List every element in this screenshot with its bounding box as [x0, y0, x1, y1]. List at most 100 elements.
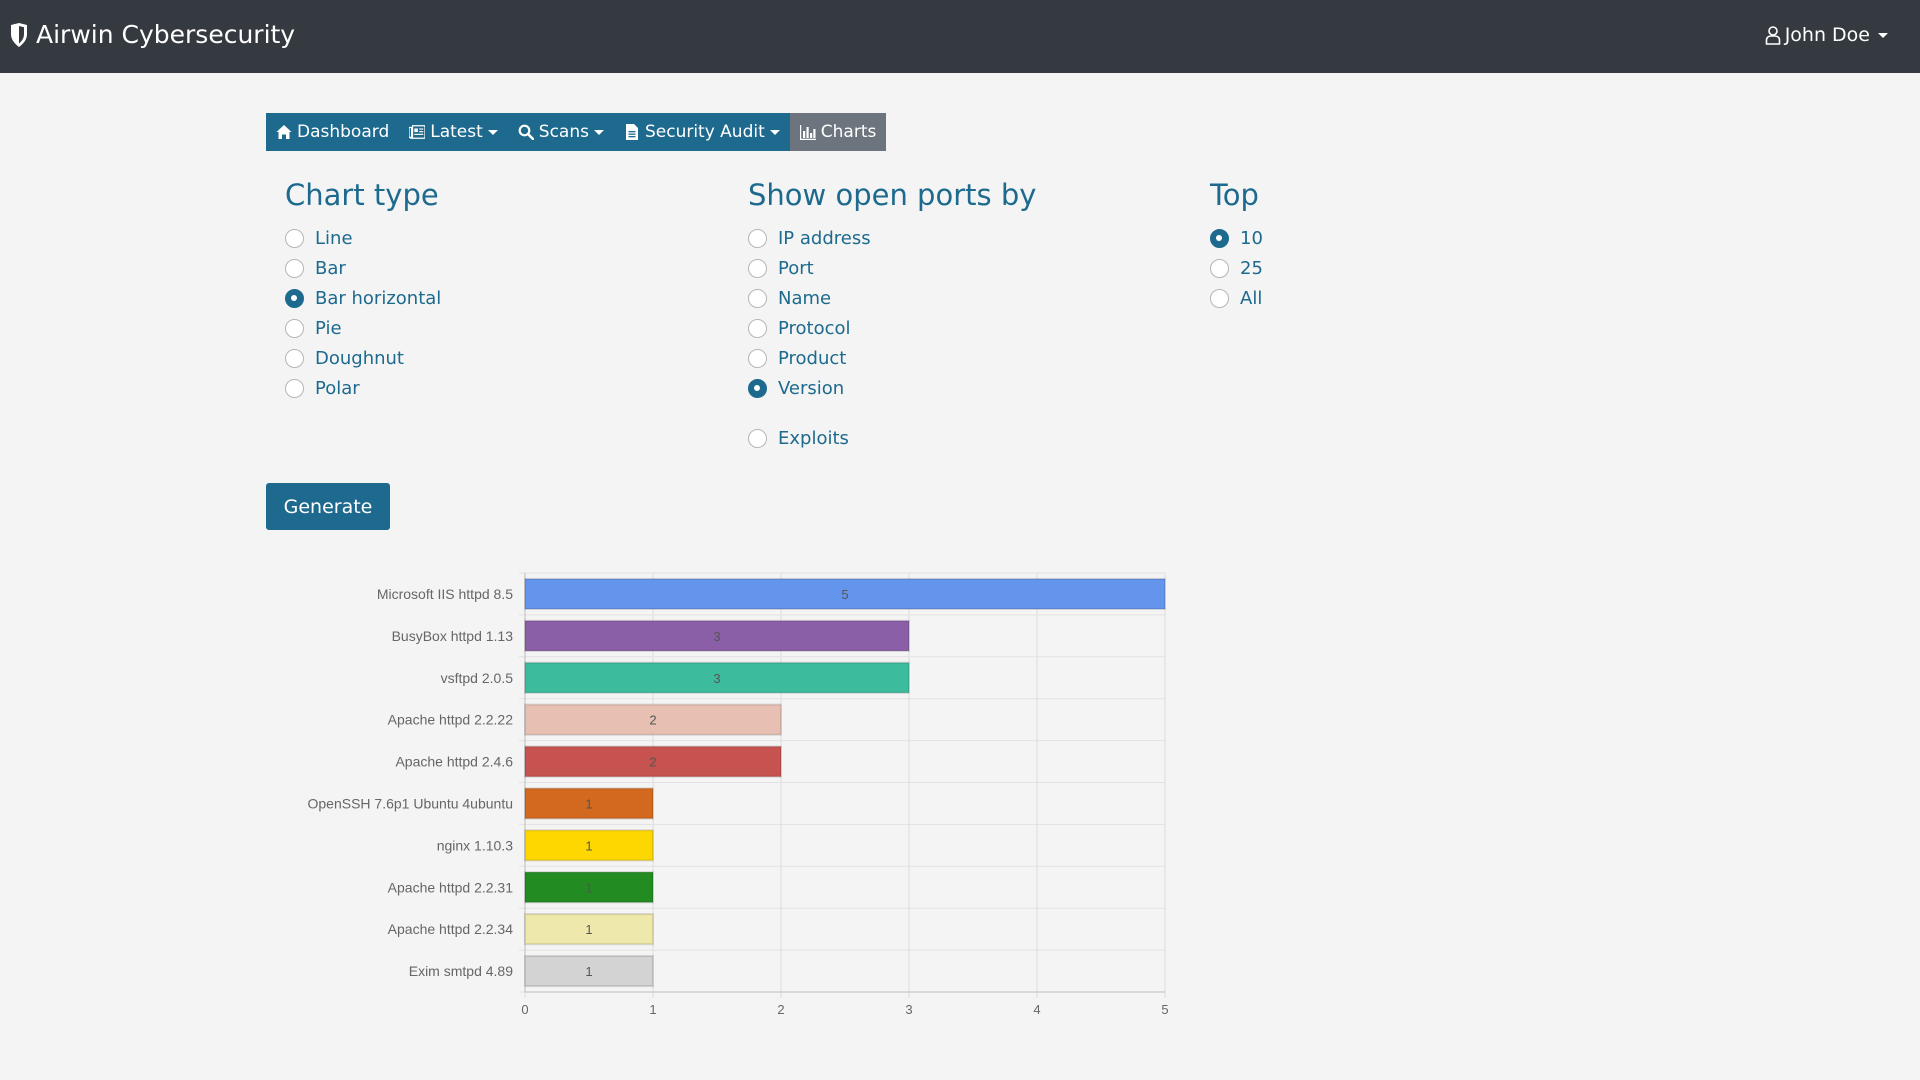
radio-button[interactable] — [748, 429, 767, 448]
radio-button[interactable] — [748, 289, 767, 308]
radio-button[interactable] — [285, 319, 304, 338]
radio-label: Version — [778, 378, 845, 399]
bar-value-label: 3 — [713, 671, 720, 686]
bar-chart-icon — [799, 125, 816, 140]
bar-value-label: 2 — [649, 713, 656, 728]
nav-security-audit-label: Security Audit — [644, 122, 765, 142]
chart-type-option-bar[interactable]: Bar — [285, 258, 346, 279]
chevron-down-icon — [1878, 32, 1888, 38]
user-menu[interactable]: John Doe — [1765, 24, 1888, 46]
top-option-10[interactable]: 10 — [1210, 228, 1263, 249]
nav-dashboard-label: Dashboard — [297, 122, 390, 142]
bar — [524, 787, 654, 820]
y-tick-label: Apache httpd 2.2.31 — [388, 879, 514, 895]
radio-label: Bar horizontal — [315, 288, 442, 309]
radio-label: 10 — [1240, 228, 1263, 249]
nav-latest-label: Latest — [430, 122, 483, 142]
chart-type-option-doughnut[interactable]: Doughnut — [285, 348, 404, 369]
nav-latest[interactable]: Latest — [399, 113, 508, 151]
bar-value-label: 2 — [649, 755, 656, 770]
x-tick-label: 1 — [649, 1002, 656, 1017]
chart-type-option-bar-horizontal[interactable]: Bar horizontal — [285, 288, 441, 309]
radio-button[interactable] — [748, 349, 767, 368]
radio-button[interactable] — [285, 229, 304, 248]
y-tick-label: nginx 1.10.3 — [437, 837, 513, 853]
radio-button[interactable] — [285, 349, 304, 368]
radio-button[interactable] — [285, 259, 304, 278]
nav-charts-label: Charts — [820, 122, 877, 142]
document-icon — [625, 124, 638, 140]
radio-button[interactable] — [748, 229, 767, 248]
x-tick-label: 3 — [905, 1002, 912, 1017]
bar — [524, 913, 654, 946]
radio-button[interactable] — [1210, 259, 1229, 278]
y-tick-label: Apache httpd 2.2.34 — [388, 921, 514, 937]
radio-button[interactable] — [748, 259, 767, 278]
y-tick-label: Exim smtpd 4.89 — [409, 963, 513, 979]
ports-by-option-port[interactable]: Port — [748, 258, 814, 279]
nav-scans-label: Scans — [538, 122, 589, 142]
radio-button[interactable] — [1210, 229, 1229, 248]
search-icon — [518, 124, 534, 140]
shield-icon — [11, 22, 27, 47]
bar-value-label: 1 — [585, 838, 592, 853]
open-ports-bar-chart: 0 1 2 3 4 5 5 Microsoft IIS httpd 8.5 3 BusyBox h… — [308, 572, 1169, 1017]
radio-label: IP address — [778, 228, 871, 249]
bar — [524, 871, 654, 904]
newspaper-icon — [409, 125, 426, 139]
y-tick-label: vsftpd 2.0.5 — [441, 670, 514, 686]
nav-scans[interactable]: Scans — [508, 113, 614, 151]
radio-label: Bar — [315, 258, 346, 279]
chevron-down-icon — [593, 129, 604, 135]
radio-button[interactable] — [285, 379, 304, 398]
bar-value-label: 1 — [585, 796, 592, 811]
y-tick-label: Apache httpd 2.2.22 — [388, 712, 514, 728]
nav-security-audit[interactable]: Security Audit — [614, 113, 790, 151]
radio-button[interactable] — [748, 319, 767, 338]
home-icon — [276, 125, 292, 139]
radio-label: Polar — [315, 378, 360, 399]
radio-label: Name — [778, 288, 832, 309]
bar — [524, 619, 910, 652]
generate-button[interactable]: Generate — [266, 483, 390, 530]
nav-dashboard[interactable]: Dashboard — [266, 113, 399, 151]
brand[interactable]: Airwin Cybersecurity — [10, 20, 295, 49]
brand-name: Airwin Cybersecurity — [36, 20, 296, 49]
chart-type-option-pie[interactable]: Pie — [285, 318, 342, 339]
ports-by-option-ip-address[interactable]: IP address — [748, 228, 871, 249]
x-tick-label: 2 — [777, 1002, 784, 1017]
chevron-down-icon — [769, 129, 780, 135]
user-icon — [1765, 26, 1781, 45]
chart-type-title: Chart type — [285, 178, 439, 212]
bar-value-label: 1 — [585, 922, 592, 937]
bar-value-label: 5 — [841, 587, 848, 602]
x-tick-label: 4 — [1033, 1002, 1040, 1017]
radio-button[interactable] — [1210, 289, 1229, 308]
bar-value-label: 1 — [585, 964, 592, 979]
radio-button[interactable] — [748, 379, 767, 398]
ports-by-title: Show open ports by — [748, 178, 1037, 212]
bar — [524, 577, 1166, 611]
y-tick-label: OpenSSH 7.6p1 Ubuntu 4ubuntu — [308, 795, 514, 811]
ports-by-option-protocol[interactable]: Protocol — [748, 318, 851, 339]
ports-by-option-name[interactable]: Name — [748, 288, 831, 309]
chart-type-option-polar[interactable]: Polar — [285, 378, 360, 399]
bar — [524, 661, 910, 694]
top-option-25[interactable]: 25 — [1210, 258, 1263, 279]
x-tick-label: 0 — [521, 1002, 528, 1017]
y-tick-label: Microsoft IIS httpd 8.5 — [377, 586, 513, 602]
radio-button[interactable] — [285, 289, 304, 308]
ports-by-option-product[interactable]: Product — [748, 348, 846, 369]
ports-by-option-version[interactable]: Version — [748, 378, 844, 399]
nav-charts[interactable]: Charts — [789, 113, 887, 151]
bar — [524, 703, 782, 736]
radio-label: Pie — [315, 318, 342, 339]
radio-label: 25 — [1240, 258, 1263, 279]
x-tick-label: 5 — [1161, 1002, 1168, 1017]
bar — [524, 745, 782, 778]
radio-label: Protocol — [778, 318, 851, 339]
ports-by-option-exploits[interactable]: Exploits — [748, 428, 849, 449]
top-option-all[interactable]: All — [1210, 288, 1262, 309]
chart-type-option-line[interactable]: Line — [285, 228, 353, 249]
y-tick-label: BusyBox httpd 1.13 — [392, 628, 514, 644]
